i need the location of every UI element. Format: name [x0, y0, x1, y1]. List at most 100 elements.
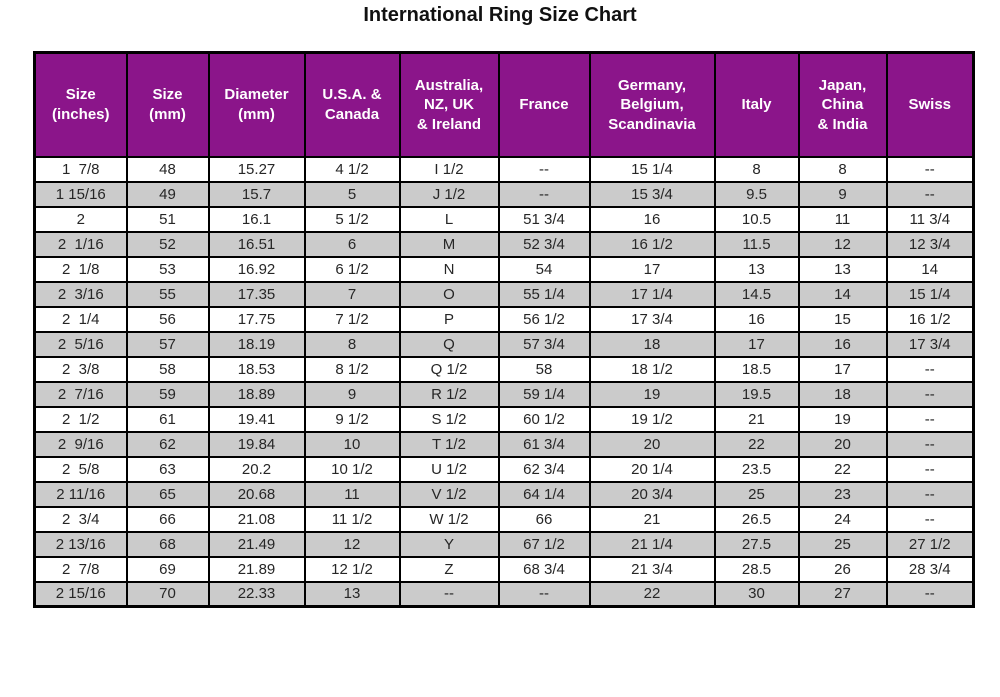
table-cell: Q 1/2	[398, 355, 500, 383]
table-cell: 19.5	[713, 380, 800, 408]
table-cell: 16	[713, 305, 800, 333]
table-header: Size (inches) Size (mm) Diameter (mm) U.S.A…	[33, 51, 975, 158]
table-cell: 16	[588, 205, 716, 233]
table-row: 2 11/16 65 20.68 11 V 1/2 64 1/4 20 3/4 25 23 --	[33, 480, 975, 508]
table-cell: 7	[303, 280, 401, 308]
table-cell: 2 9/16	[33, 430, 128, 458]
table-row: 2 1/2 61 19.41 9 1/2 S 1/2 60 1/2 19 1/2 21 19 --	[33, 405, 975, 433]
table-cell: 25	[713, 480, 800, 508]
table-cell: --	[398, 580, 500, 608]
table-row: 1 7/8 48 15.27 4 1/2 I 1/2 -- 15 1/4 8 8 --	[33, 155, 975, 183]
table-cell: N	[398, 255, 500, 283]
table-cell: 17	[588, 255, 716, 283]
table-cell: 68 3/4	[497, 555, 591, 583]
table-cell: 6 1/2	[303, 255, 401, 283]
table-cell: 19.41	[207, 405, 306, 433]
table-cell: 69	[125, 555, 210, 583]
table-cell: 11 1/2	[303, 505, 401, 533]
table-cell: 2 3/16	[33, 280, 128, 308]
table-cell: --	[885, 580, 975, 608]
table-cell: 26	[797, 555, 888, 583]
table-cell: --	[885, 155, 975, 183]
table-row: 1 15/16 49 15.7 5 J 1/2 -- 15 3/4 9.5 9 --	[33, 180, 975, 208]
table-cell: 63	[125, 455, 210, 483]
table-cell: 2 3/4	[33, 505, 128, 533]
table-cell: 21 1/4	[588, 530, 716, 558]
table-cell: 10.5	[713, 205, 800, 233]
table-cell: 11	[797, 205, 888, 233]
column-header: Diameter (mm)	[207, 51, 306, 158]
table-cell: 25	[797, 530, 888, 558]
table-cell: 13	[713, 255, 800, 283]
table-cell: 16.1	[207, 205, 306, 233]
table-cell: 21.89	[207, 555, 306, 583]
table-cell: 9	[797, 180, 888, 208]
table-cell: 28.5	[713, 555, 800, 583]
table-cell: 66	[125, 505, 210, 533]
table-row: 2 3/8 58 18.53 8 1/2 Q 1/2 58 18 1/2 18.5 17 --	[33, 355, 975, 383]
table-cell: 17	[713, 330, 800, 358]
table-cell: 17 1/4	[588, 280, 716, 308]
table-cell: 12 3/4	[885, 230, 975, 258]
table-cell: 20.68	[207, 480, 306, 508]
table-cell: J 1/2	[398, 180, 500, 208]
table-cell: 20	[797, 430, 888, 458]
table-cell: Z	[398, 555, 500, 583]
table-cell: 24	[797, 505, 888, 533]
table-cell: 70	[125, 580, 210, 608]
table-cell: 21	[588, 505, 716, 533]
table-cell: 2 11/16	[33, 480, 128, 508]
table-cell: 59	[125, 380, 210, 408]
table-cell: 20 1/4	[588, 455, 716, 483]
table-cell: 28 3/4	[885, 555, 975, 583]
table-cell: 13	[797, 255, 888, 283]
table-cell: 8	[713, 155, 800, 183]
table-cell: --	[885, 455, 975, 483]
table-cell: --	[497, 580, 591, 608]
table-cell: 14	[885, 255, 975, 283]
table-cell: 6	[303, 230, 401, 258]
table-cell: 2 1/16	[33, 230, 128, 258]
ring-size-table: Size (inches) Size (mm) Diameter (mm) U.S.A…	[33, 51, 975, 608]
table-cell: 16 1/2	[885, 305, 975, 333]
table-cell: --	[885, 355, 975, 383]
table-row: 2 13/16 68 21.49 12 Y 67 1/2 21 1/4 27.5 25 27 1/…	[33, 530, 975, 558]
table-cell: 7 1/2	[303, 305, 401, 333]
table-cell: 13	[303, 580, 401, 608]
table-cell: Q	[398, 330, 500, 358]
table-cell: 27 1/2	[885, 530, 975, 558]
table-cell: 8	[797, 155, 888, 183]
table-cell: 56 1/2	[497, 305, 591, 333]
table-cell: 9	[303, 380, 401, 408]
table-body: 1 7/8 48 15.27 4 1/2 I 1/2 -- 15 1/4 8 8 -- 1 15/1…	[33, 155, 975, 608]
table-cell: 12 1/2	[303, 555, 401, 583]
table-cell: 2 1/2	[33, 405, 128, 433]
table-cell: 11.5	[713, 230, 800, 258]
table-cell: V 1/2	[398, 480, 500, 508]
table-cell: 4 1/2	[303, 155, 401, 183]
table-cell: 15 1/4	[588, 155, 716, 183]
table-cell: 19 1/2	[588, 405, 716, 433]
table-cell: 19.84	[207, 430, 306, 458]
table-row: 2 1/8 53 16.92 6 1/2 N 54 17 13 13 14	[33, 255, 975, 283]
table-cell: 12	[797, 230, 888, 258]
table-cell: 2 1/8	[33, 255, 128, 283]
column-header: Germany, Belgium, Scandinavia	[588, 51, 716, 158]
table-cell: 17	[797, 355, 888, 383]
table-cell: 17.35	[207, 280, 306, 308]
column-header: Japan, China & India	[797, 51, 888, 158]
table-cell: --	[885, 180, 975, 208]
table-cell: 8	[303, 330, 401, 358]
table-cell: 23	[797, 480, 888, 508]
table-cell: 15 3/4	[588, 180, 716, 208]
table-cell: I 1/2	[398, 155, 500, 183]
page: International Ring Size Chart Size (inch…	[0, 4, 1000, 608]
table-cell: 30	[713, 580, 800, 608]
table-cell: 23.5	[713, 455, 800, 483]
table-cell: 66	[497, 505, 591, 533]
table-cell: 18	[588, 330, 716, 358]
table-cell: 18.89	[207, 380, 306, 408]
table-cell: --	[885, 480, 975, 508]
column-header: Italy	[713, 51, 800, 158]
column-header: Australia, NZ, UK & Ireland	[398, 51, 500, 158]
